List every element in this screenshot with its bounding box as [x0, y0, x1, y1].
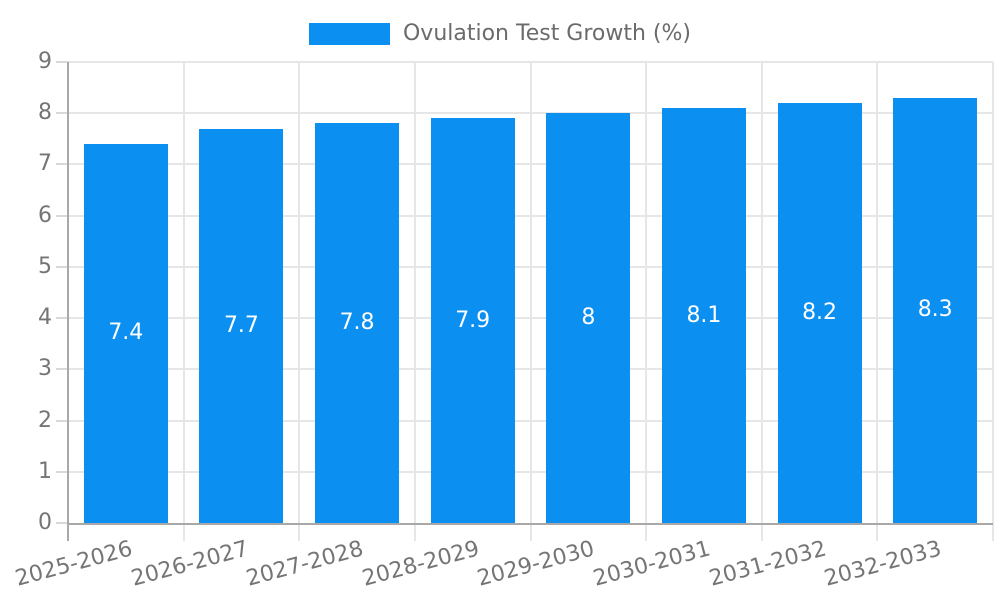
bar[interactable]: 7.8	[315, 123, 400, 523]
x-tick-label: 2031-2032	[706, 536, 829, 592]
bar-value-label: 7.4	[108, 320, 144, 346]
y-tick-label: 9	[38, 49, 52, 74]
bar[interactable]: 8.2	[777, 102, 862, 523]
y-tick-label: 8	[38, 100, 52, 126]
y-tick-label: 4	[38, 305, 52, 331]
x-tick-label: 2026-2027	[128, 536, 251, 592]
y-tick	[56, 419, 68, 422]
v-gridline	[529, 62, 532, 541]
legend[interactable]: Ovulation Test Growth (%)	[0, 21, 1000, 47]
y-tick	[56, 317, 68, 320]
y-tick	[56, 265, 68, 268]
y-tick-label: 2	[38, 407, 52, 433]
y-tick	[56, 368, 68, 371]
bar-value-label: 8.3	[917, 297, 953, 323]
bar-value-label: 8.2	[802, 299, 838, 325]
v-gridline	[992, 62, 994, 541]
bar[interactable]: 7.4	[83, 143, 168, 523]
bar-value-label: 8.1	[686, 302, 722, 328]
bar[interactable]: 7.7	[199, 128, 284, 523]
x-axis: 2025-2026 2026-2027 2027-2028 2028-2029 2029…	[13, 536, 993, 597]
y-tick-label: 7	[38, 151, 52, 177]
x-tick-label: 2028-2029	[359, 536, 482, 592]
v-gridline	[645, 62, 648, 541]
x-tick-label: 2027-2028	[243, 536, 367, 592]
y-tick-label: 3	[38, 356, 52, 382]
y-tick-label: 0	[38, 510, 52, 535]
y-tick	[56, 61, 68, 63]
v-gridline	[298, 62, 301, 541]
plot-area: 7.4 7.7 7.8 7.9 8 8.1 8.2 8.3	[56, 61, 994, 541]
v-gridline	[182, 62, 185, 541]
v-gridline	[876, 62, 879, 541]
y-tick	[56, 470, 68, 473]
v-gridline	[760, 62, 763, 541]
x-tick-label: 2025-2026	[12, 536, 135, 592]
x-tick-label: 2029-2030	[475, 536, 598, 592]
y-tick-label: 1	[38, 458, 52, 484]
bar[interactable]: 8	[546, 113, 631, 523]
bar[interactable]: 7.9	[430, 118, 515, 523]
y-axis: 0 1 2 3 4 5 6 7 8 9	[0, 49, 52, 535]
bar[interactable]: 8.1	[661, 108, 746, 523]
y-axis-line	[67, 62, 69, 541]
y-tick	[56, 112, 68, 115]
x-tick-label: 2030-2031	[590, 536, 714, 592]
legend-swatch	[308, 23, 390, 45]
v-gridline	[413, 62, 416, 541]
y-tick-label: 5	[38, 253, 52, 279]
y-tick	[56, 163, 68, 166]
y-tick	[56, 214, 68, 217]
legend-label: Ovulation Test Growth (%)	[402, 21, 692, 46]
bar[interactable]: 8.3	[893, 97, 978, 523]
y-tick	[56, 522, 68, 524]
bar-value-label: 7.7	[223, 312, 259, 338]
x-tick-label: 2032-2033	[821, 536, 945, 592]
y-tick-label: 6	[38, 202, 52, 228]
bar-value-label: 7.9	[455, 307, 491, 333]
bar-value-label: 7.8	[339, 310, 375, 336]
x-axis-line	[68, 523, 993, 525]
bar-value-label: 8	[581, 305, 596, 331]
